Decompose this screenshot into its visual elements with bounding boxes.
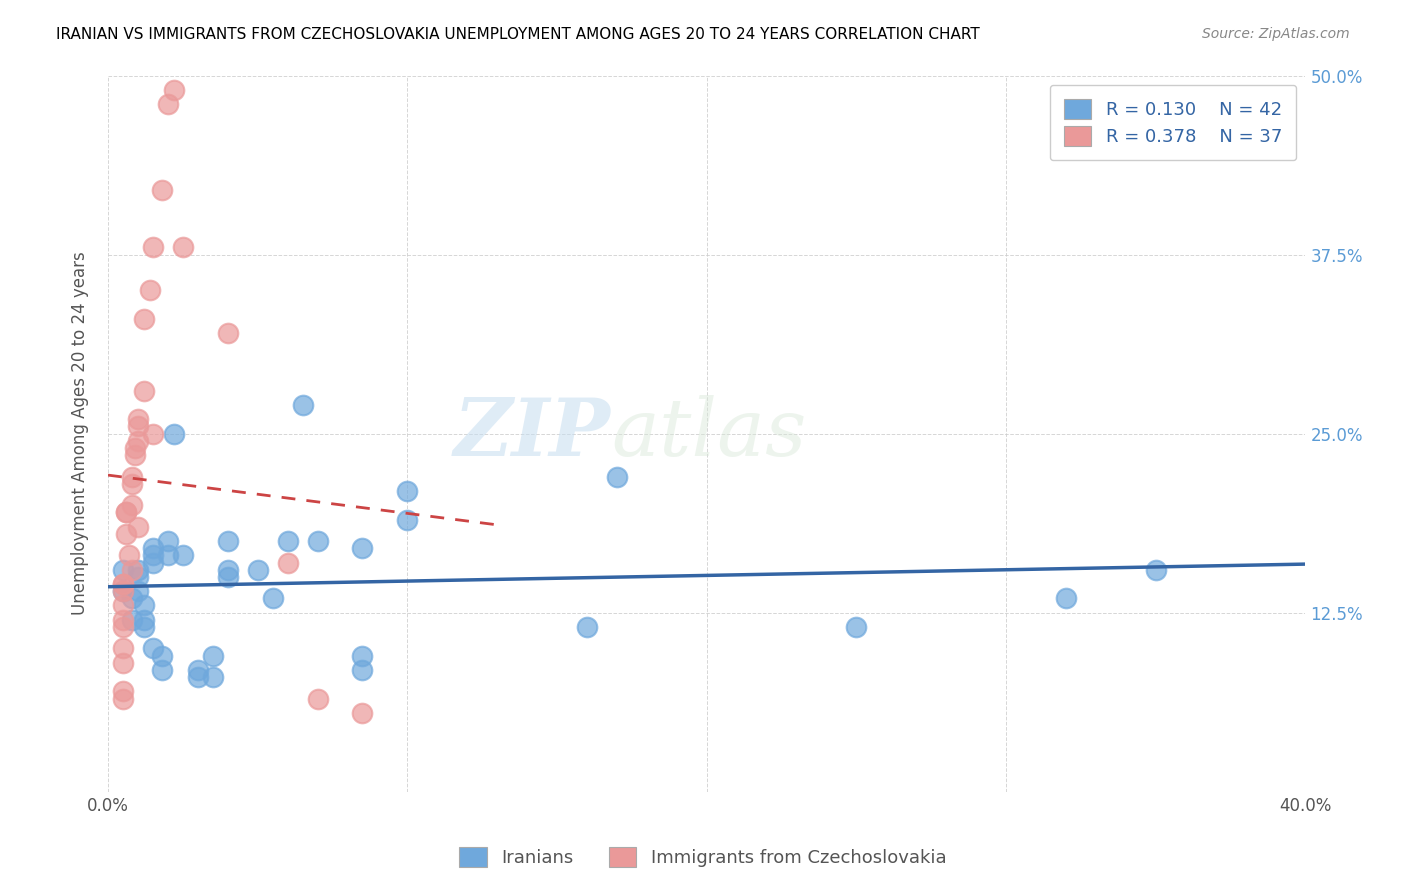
- Legend: R = 0.130    N = 42, R = 0.378    N = 37: R = 0.130 N = 42, R = 0.378 N = 37: [1049, 85, 1296, 161]
- Point: [124, 448, 146, 462]
- Point: [127, 570, 149, 584]
- Point: [307, 691, 329, 706]
- Point: [172, 549, 194, 563]
- Point: [121, 613, 143, 627]
- Point: [121, 591, 143, 606]
- Point: [111, 684, 134, 698]
- Point: [111, 584, 134, 599]
- Point: [172, 240, 194, 254]
- Point: [1144, 563, 1167, 577]
- Point: [277, 534, 299, 549]
- Y-axis label: Unemployment Among Ages 20 to 24 years: Unemployment Among Ages 20 to 24 years: [72, 252, 89, 615]
- Text: ZIP: ZIP: [454, 395, 610, 473]
- Point: [217, 534, 239, 549]
- Point: [845, 620, 868, 634]
- Text: IRANIAN VS IMMIGRANTS FROM CZECHOSLOVAKIA UNEMPLOYMENT AMONG AGES 20 TO 24 YEARS: IRANIAN VS IMMIGRANTS FROM CZECHOSLOVAKI…: [56, 27, 980, 42]
- Point: [111, 641, 134, 656]
- Point: [111, 563, 134, 577]
- Point: [127, 584, 149, 599]
- Point: [575, 620, 598, 634]
- Point: [115, 527, 138, 541]
- Point: [115, 505, 138, 519]
- Point: [217, 563, 239, 577]
- Point: [132, 613, 155, 627]
- Point: [127, 434, 149, 448]
- Point: [1054, 591, 1077, 606]
- Point: [111, 599, 134, 613]
- Point: [142, 541, 165, 556]
- Point: [352, 706, 374, 720]
- Point: [111, 577, 134, 591]
- Point: [142, 556, 165, 570]
- Point: [111, 577, 134, 591]
- Point: [121, 469, 143, 483]
- Point: [396, 512, 419, 526]
- Point: [127, 412, 149, 426]
- Point: [127, 563, 149, 577]
- Point: [277, 556, 299, 570]
- Point: [201, 670, 224, 684]
- Point: [132, 384, 155, 398]
- Point: [307, 534, 329, 549]
- Point: [121, 476, 143, 491]
- Point: [201, 648, 224, 663]
- Point: [163, 426, 186, 441]
- Point: [115, 505, 138, 519]
- Legend: Iranians, Immigrants from Czechoslovakia: Iranians, Immigrants from Czechoslovakia: [453, 839, 953, 874]
- Point: [142, 426, 165, 441]
- Point: [163, 83, 186, 97]
- Point: [118, 549, 141, 563]
- Point: [187, 663, 209, 677]
- Point: [217, 326, 239, 341]
- Point: [150, 648, 173, 663]
- Point: [132, 620, 155, 634]
- Point: [217, 570, 239, 584]
- Point: [139, 284, 162, 298]
- Point: [187, 670, 209, 684]
- Point: [111, 656, 134, 670]
- Point: [606, 469, 628, 483]
- Point: [396, 483, 419, 498]
- Point: [142, 240, 165, 254]
- Point: [111, 620, 134, 634]
- Point: [156, 549, 179, 563]
- Point: [262, 591, 284, 606]
- Point: [291, 398, 314, 412]
- Point: [352, 663, 374, 677]
- Point: [127, 519, 149, 533]
- Point: [132, 312, 155, 326]
- Point: [156, 534, 179, 549]
- Point: [246, 563, 269, 577]
- Point: [142, 641, 165, 656]
- Point: [121, 563, 143, 577]
- Point: [111, 613, 134, 627]
- Point: [156, 97, 179, 112]
- Point: [150, 183, 173, 197]
- Point: [352, 648, 374, 663]
- Point: [127, 419, 149, 434]
- Point: [111, 691, 134, 706]
- Point: [150, 663, 173, 677]
- Point: [142, 549, 165, 563]
- Point: [352, 541, 374, 556]
- Point: [111, 584, 134, 599]
- Text: atlas: atlas: [610, 395, 806, 473]
- Point: [121, 498, 143, 512]
- Point: [132, 599, 155, 613]
- Point: [124, 441, 146, 455]
- Text: Source: ZipAtlas.com: Source: ZipAtlas.com: [1202, 27, 1350, 41]
